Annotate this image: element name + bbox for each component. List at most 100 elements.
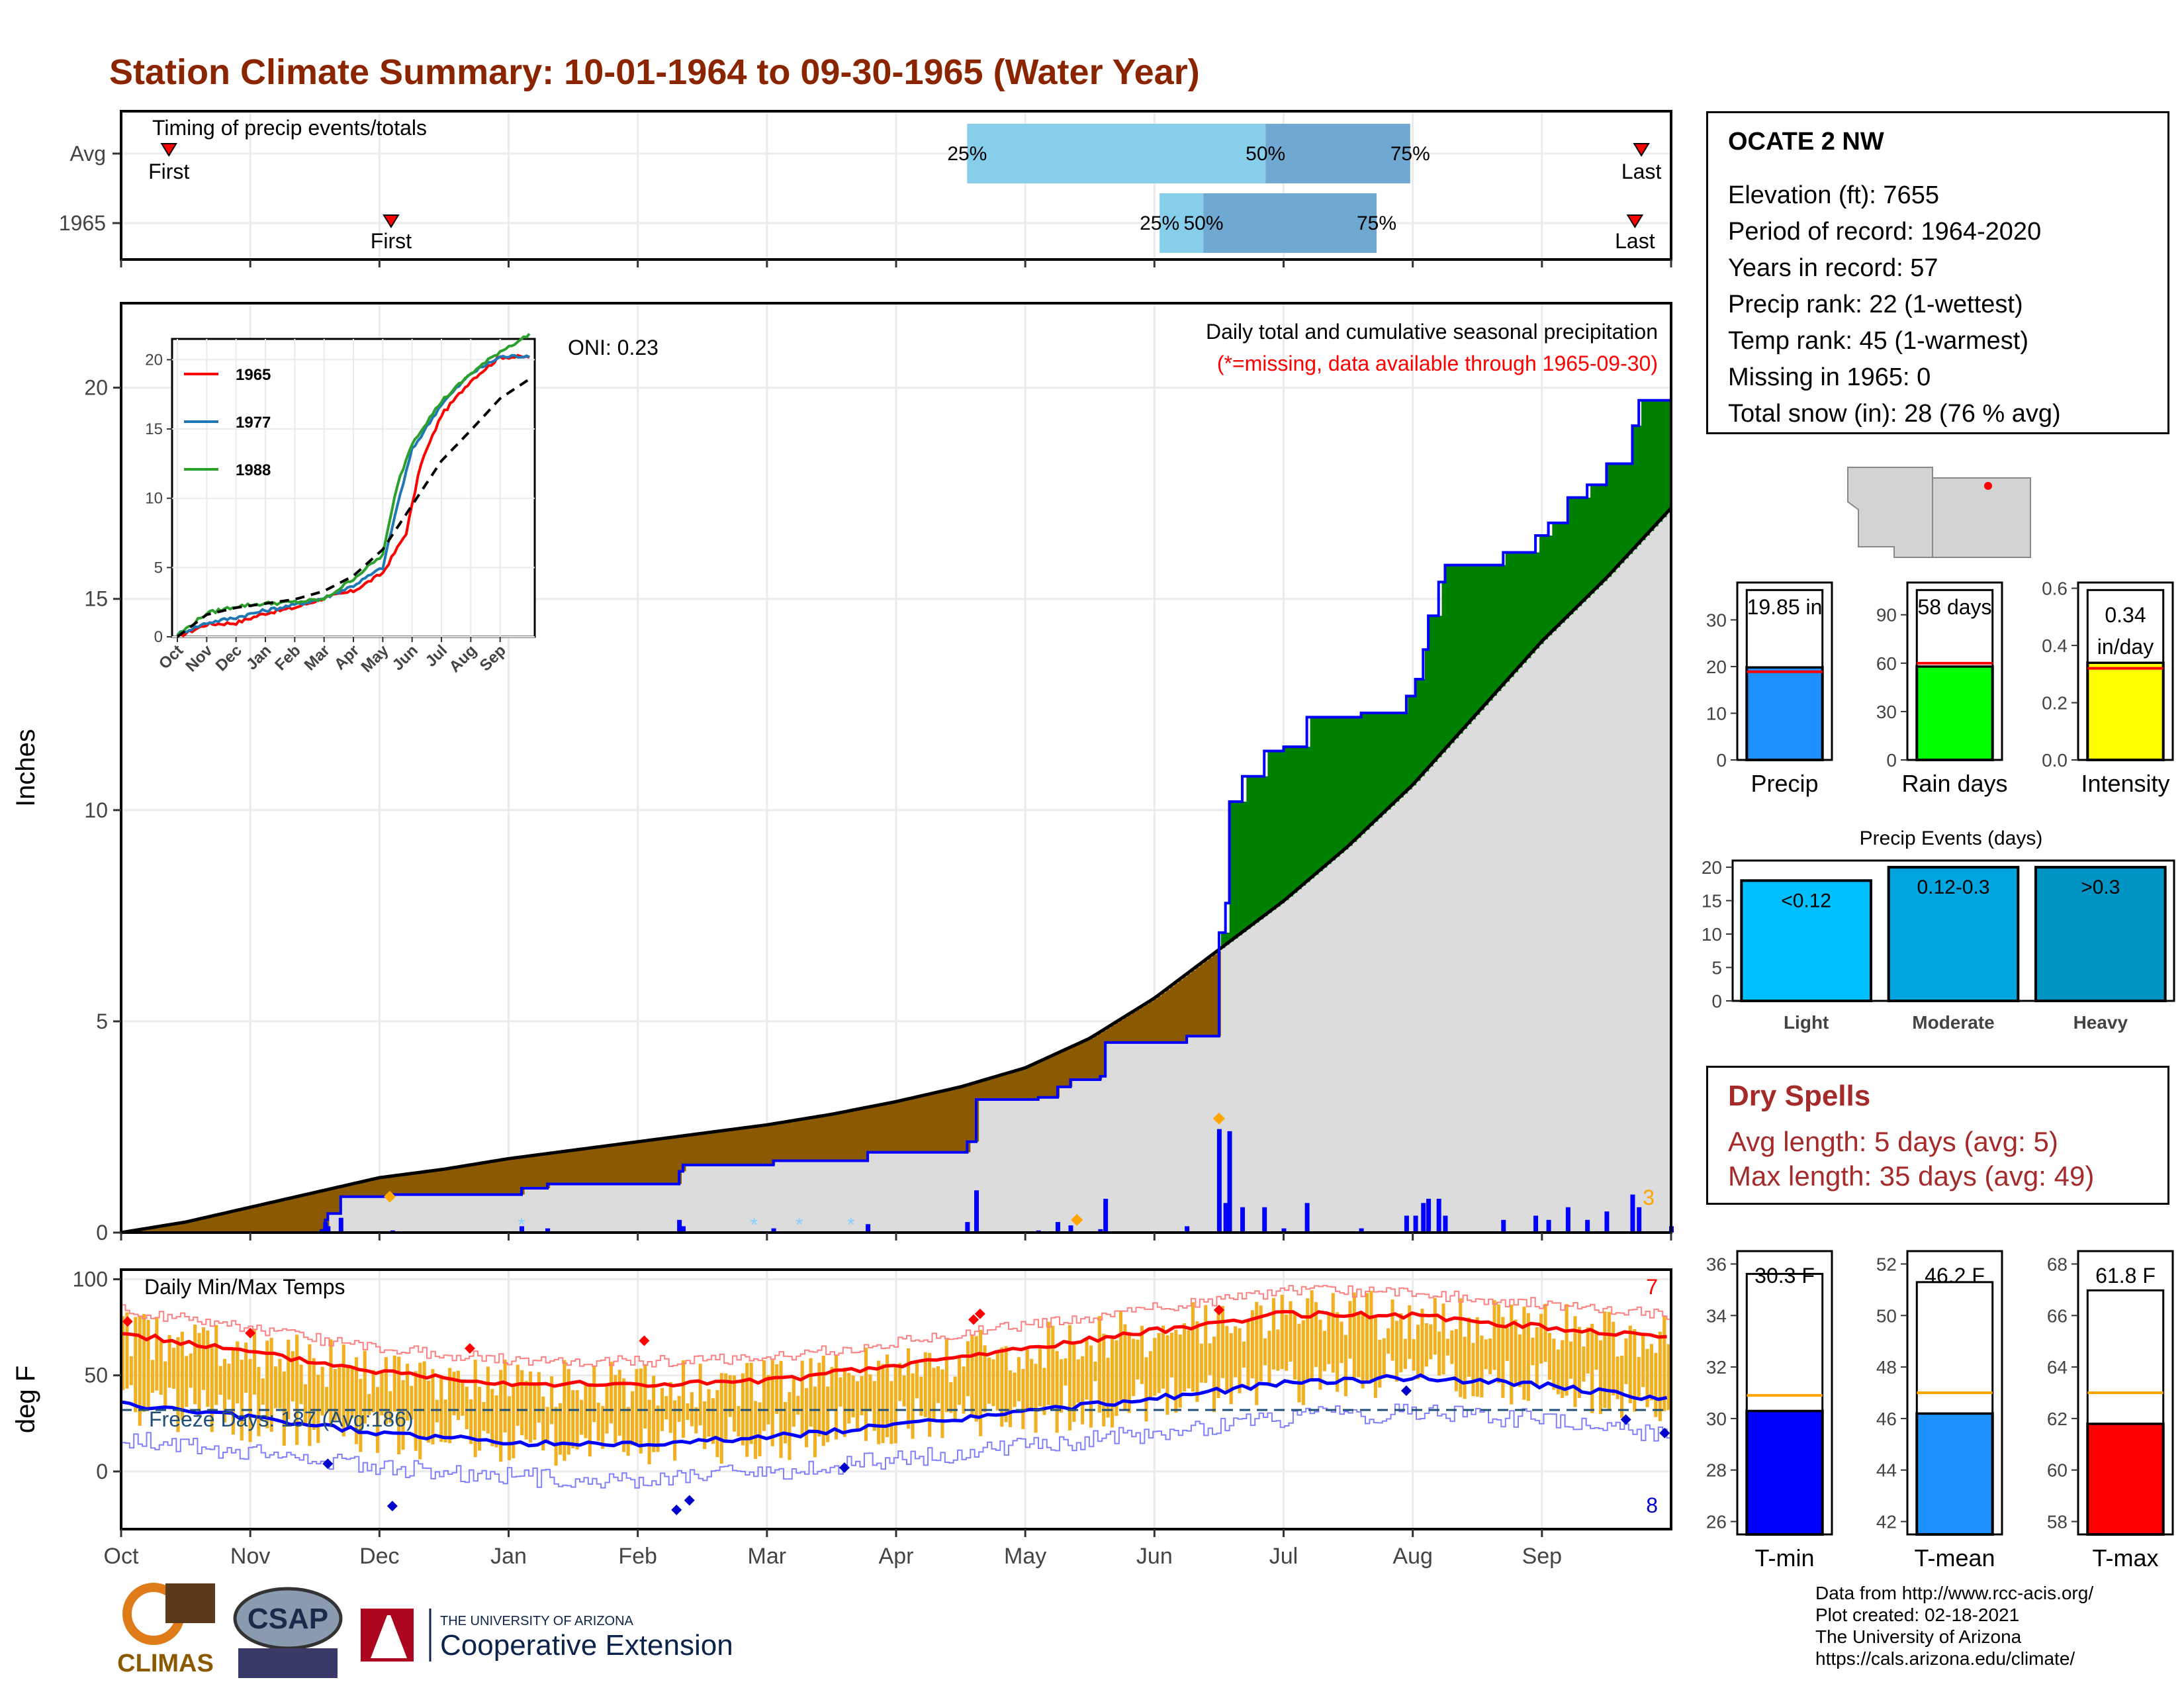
daily-temp-bar (677, 1395, 681, 1423)
daily-precip-bar (965, 1222, 970, 1233)
summary-bar-1-label-box (1915, 588, 1994, 668)
daily-temp-bar (1484, 1339, 1488, 1370)
daily-temp-bar (1598, 1340, 1602, 1415)
event-bar-label: <0.12 (1781, 890, 1831, 912)
daily-temp-bar (494, 1395, 498, 1448)
station-line: Period of record: 1964-2020 (1728, 218, 2042, 246)
daily-temp-bar (1204, 1305, 1208, 1383)
daily-temp-bar (278, 1358, 282, 1409)
temp-bar-1-y-tick-label: 46 (1876, 1409, 1897, 1429)
daily-temp-bar (605, 1383, 609, 1434)
daily-temp-bar (1225, 1326, 1229, 1394)
daily-temp-bar (333, 1369, 337, 1421)
daily-temp-bar (512, 1385, 516, 1458)
tmin-record-count: 8 (1646, 1493, 1658, 1517)
precip-rank-count: 3 (1643, 1186, 1655, 1209)
daily-temp-bar (919, 1376, 923, 1416)
daily-temp-bar (923, 1352, 927, 1417)
cumulative-inset: 19651977198805101520OctNovDecJanFebMarAp… (145, 332, 536, 676)
station-line: Years in record: 57 (1728, 254, 1938, 282)
daily-temp-bar (631, 1391, 635, 1446)
daily-temp-bar (860, 1376, 864, 1415)
daily-temp-bar (414, 1371, 418, 1451)
daily-temp-bar (1510, 1304, 1514, 1405)
record-low-marker (387, 1501, 398, 1512)
daily-temp-bar (614, 1375, 617, 1443)
events-y-tick-label: 0 (1711, 991, 1722, 1011)
credit-line: Data from http://www.rcc-acis.org/ (1815, 1583, 2094, 1603)
daily-temp-bar (1000, 1347, 1004, 1427)
daily-temp-bar (563, 1360, 567, 1461)
daily-temp-bar (214, 1325, 218, 1405)
daily-temp-bar (507, 1396, 511, 1460)
daily-temp-bar (206, 1330, 210, 1407)
daily-temp-bar (274, 1366, 278, 1409)
events-y-tick-label: 10 (1702, 924, 1722, 945)
daily-temp-bar (1195, 1321, 1199, 1402)
daily-temp-bar (257, 1367, 261, 1436)
daily-precip-bar (1103, 1198, 1109, 1233)
pct-label-25: 25% (1140, 212, 1179, 234)
climas-wordmark: CLIMAS (117, 1650, 214, 1677)
daily-precip-bar (326, 1226, 331, 1233)
daily-temp-bar (932, 1368, 936, 1422)
daily-precip-bar (1604, 1211, 1610, 1233)
daily-temp-bar (159, 1341, 163, 1395)
daily-temp-bar (1144, 1357, 1148, 1422)
daily-temp-bar (584, 1384, 588, 1438)
temp-bar-2-y-tick-label: 68 (2047, 1254, 2068, 1274)
daily-temp-bar (762, 1360, 766, 1431)
daily-temp-bar (893, 1366, 897, 1444)
daily-temp-bar (902, 1375, 906, 1407)
daily-temp-bar (244, 1342, 248, 1393)
daily-temp-bar (1433, 1297, 1437, 1355)
temp-y-tick-label: 0 (96, 1460, 108, 1483)
daily-temp-bar (287, 1339, 291, 1419)
summary-bar-1-y-tick-label: 90 (1876, 605, 1897, 626)
temp-bar-0-value-label: 30.3 F (1754, 1264, 1815, 1288)
daily-temp-bar (915, 1360, 919, 1399)
csap-wordmark: CSAP (248, 1603, 328, 1635)
precip-caption: Daily total and cumulative seasonal prec… (1206, 320, 1658, 344)
station-name: OCATE 2 NW (1728, 128, 1884, 156)
temp-panel: Daily Min/Max Temps Freeze Days: 187 (Avg… (11, 1268, 1672, 1569)
daily-temp-bar (907, 1348, 911, 1429)
daily-temp-bar (784, 1401, 788, 1444)
daily-temp-bar (1645, 1348, 1649, 1407)
average-cumulative-line (120, 506, 1672, 1235)
daily-temp-bar (303, 1384, 307, 1425)
daily-temp-bar (223, 1358, 227, 1423)
station-line: Precip rank: 22 (1-wettest) (1728, 291, 2023, 318)
daily-temp-bar (1628, 1325, 1632, 1403)
temp-bar-2-category-label: T-max (2092, 1544, 2158, 1571)
record-high-marker (974, 1308, 985, 1319)
daily-temp-bar (962, 1366, 966, 1414)
events-y-tick-label: 15 (1702, 891, 1722, 912)
daily-temp-bar (1565, 1304, 1569, 1396)
daily-temp-bar (1174, 1329, 1178, 1413)
station-info-box: OCATE 2 NW Elevation (ft): 7655 Period o… (1706, 111, 2169, 434)
daily-temp-bar (320, 1366, 324, 1416)
daily-temp-bar (1369, 1291, 1373, 1383)
daily-temp-bar (1004, 1346, 1008, 1423)
daily-temp-bar (367, 1393, 371, 1415)
month-label: Aug (1392, 1544, 1433, 1569)
daily-temp-bar (668, 1382, 672, 1433)
inset-average-line (176, 378, 531, 638)
daily-temp-bar (193, 1325, 197, 1405)
daily-temp-bar (338, 1367, 341, 1421)
daily-temp-bar (1259, 1305, 1263, 1382)
daily-temp-bar (842, 1368, 846, 1437)
inset-legend-label: 1965 (236, 366, 271, 384)
observed-cumulative-line (121, 394, 1672, 1234)
month-label: Jan (490, 1544, 527, 1569)
daily-precip-bar (1055, 1222, 1060, 1233)
daily-temp-bar (1118, 1311, 1122, 1401)
daily-temp-bar (970, 1335, 974, 1416)
summary-bar-2: 0.0 0.2 0.4 0.6 0.34 in/day Intensity (2042, 579, 2174, 797)
daily-temp-bar (1467, 1317, 1471, 1377)
daily-temp-bar (1408, 1305, 1412, 1359)
snow-marker: * (796, 1214, 803, 1236)
daily-temp-bar (673, 1400, 677, 1461)
